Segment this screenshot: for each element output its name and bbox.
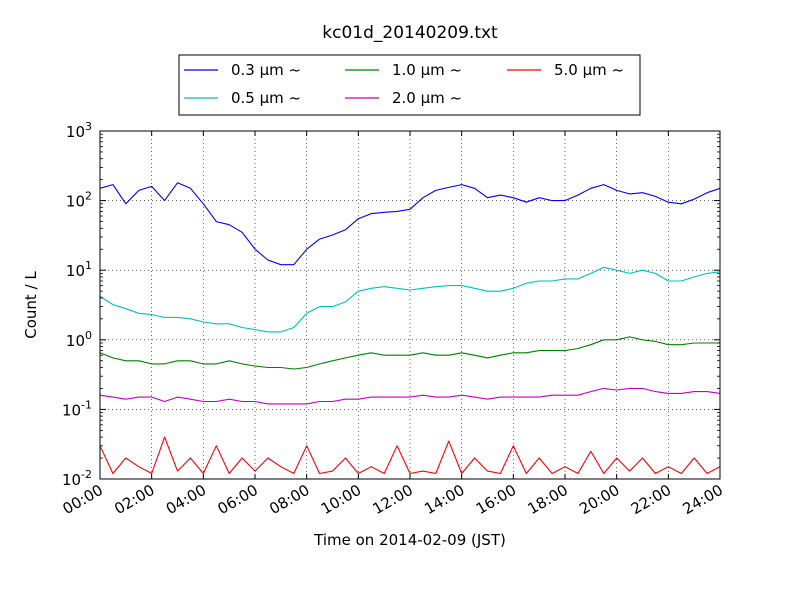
y-tick-label: 102 bbox=[66, 190, 92, 211]
y-tick-label: 10-1 bbox=[62, 398, 92, 419]
x-axis-label: Time on 2014-02-09 (JST) bbox=[313, 531, 506, 549]
series-line-4 bbox=[99, 436, 721, 475]
legend-label-0: 0.3 μm ~ bbox=[231, 61, 301, 79]
series-line-0 bbox=[99, 182, 721, 266]
y-tick-label: 100 bbox=[66, 329, 92, 350]
series-line-3 bbox=[99, 387, 721, 405]
legend: 0.3 μm ~ 0.5 μm ~ 1.0 μm ~ 2.0 μm ~ 5.0 μm ~ bbox=[178, 54, 641, 116]
y-tick-label: 10-2 bbox=[62, 468, 92, 489]
series-line-2 bbox=[99, 336, 720, 370]
legend-label-3: 2.0 μm ~ bbox=[392, 89, 462, 107]
y-tick-label: 101 bbox=[66, 259, 92, 280]
legend-label-1: 0.5 μm ~ bbox=[231, 89, 301, 107]
series-line-1 bbox=[99, 266, 721, 333]
plot-lines bbox=[99, 182, 721, 475]
legend-label-2: 1.0 μm ~ bbox=[392, 61, 462, 79]
legend-box bbox=[178, 54, 641, 116]
y-axis-label: Count / L bbox=[22, 271, 40, 339]
legend-label-4: 5.0 μm ~ bbox=[554, 61, 624, 79]
chart-title: kc01d_20140209.txt bbox=[322, 23, 498, 43]
y-tick-label: 103 bbox=[66, 120, 92, 141]
